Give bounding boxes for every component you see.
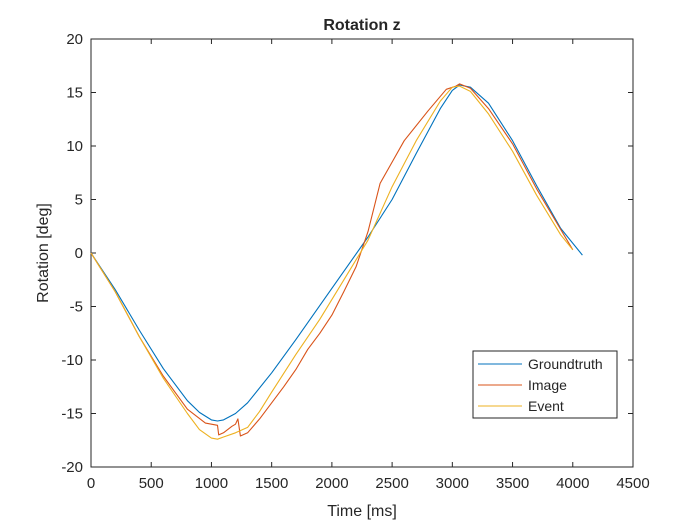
chart-title: Rotation z — [323, 17, 400, 34]
series-line-image — [90, 83, 574, 437]
legend-label-event: Event — [528, 398, 564, 414]
y-tick-label: 0 — [75, 245, 83, 262]
legend-label-groundtruth: Groundtruth — [528, 356, 603, 372]
x-tick-label: 4000 — [556, 475, 589, 492]
series-layer — [90, 83, 583, 440]
x-tick-label: 3000 — [436, 475, 469, 492]
x-axis-label: Time [ms] — [327, 503, 397, 520]
x-tick-label: 2000 — [315, 475, 348, 492]
y-tick-label: 20 — [66, 31, 83, 48]
y-tick-label: 10 — [66, 138, 83, 155]
y-tick-label: -20 — [61, 459, 83, 476]
y-tick-label: -5 — [70, 299, 83, 316]
x-tick-label: 500 — [139, 475, 164, 492]
legend: Groundtruth Image Event — [472, 350, 618, 419]
series-line-event — [90, 85, 574, 440]
y-tick-label: -15 — [61, 406, 83, 423]
series-line-groundtruth — [90, 84, 583, 422]
x-tick-label: 3500 — [496, 475, 529, 492]
x-tick-label: 1000 — [195, 475, 228, 492]
x-tick-label: 1500 — [255, 475, 288, 492]
x-tick-label: 4500 — [616, 475, 649, 492]
y-tick-label: 5 — [75, 192, 83, 209]
legend-label-image: Image — [528, 377, 567, 393]
x-tick-label: 0 — [87, 475, 95, 492]
y-tick-label: 15 — [66, 85, 83, 102]
y-tick-label: -10 — [61, 352, 83, 369]
y-axis-label: Rotation [deg] — [35, 203, 52, 303]
axis-ticks: 0 500 1000 1500 2000 2500 3000 3500 4000 4500 -20 -… — [61, 31, 649, 492]
x-tick-label: 2500 — [375, 475, 408, 492]
